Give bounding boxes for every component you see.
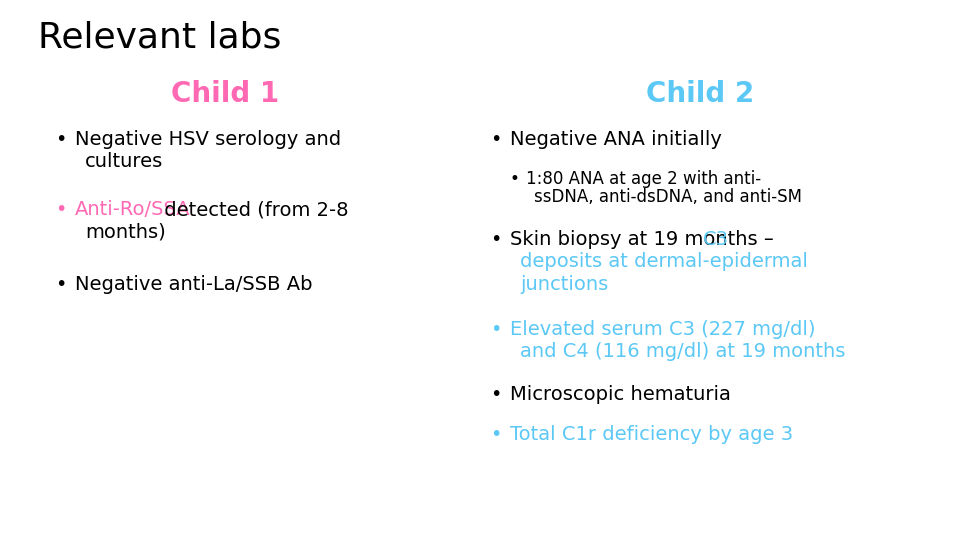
Text: Microscopic hematuria: Microscopic hematuria [510, 385, 731, 404]
Text: Negative anti-La/SSB Ab: Negative anti-La/SSB Ab [75, 275, 313, 294]
Text: months): months) [85, 222, 166, 241]
Text: •: • [490, 385, 501, 404]
Text: Negative ANA initially: Negative ANA initially [510, 130, 722, 149]
Text: deposits at dermal-epidermal: deposits at dermal-epidermal [520, 252, 808, 272]
Text: junctions: junctions [520, 275, 609, 294]
Text: •: • [490, 425, 501, 444]
Text: Relevant labs: Relevant labs [38, 20, 281, 54]
Text: Anti-Ro/SSA: Anti-Ro/SSA [75, 200, 191, 219]
Text: Negative HSV serology and: Negative HSV serology and [75, 130, 341, 149]
Text: ssDNA, anti-dsDNA, and anti-SM: ssDNA, anti-dsDNA, and anti-SM [534, 188, 802, 206]
Text: Child 1: Child 1 [171, 80, 279, 108]
Text: and C4 (116 mg/dl) at 19 months: and C4 (116 mg/dl) at 19 months [520, 342, 846, 361]
Text: •: • [55, 130, 66, 149]
Text: Total C1r deficiency by age 3: Total C1r deficiency by age 3 [510, 425, 793, 444]
Text: C3: C3 [703, 230, 729, 249]
Text: •: • [510, 170, 520, 188]
Text: detected (from 2-8: detected (from 2-8 [158, 200, 348, 219]
Text: Elevated serum C3 (227 mg/dl): Elevated serum C3 (227 mg/dl) [510, 320, 815, 339]
Text: •: • [490, 130, 501, 149]
Text: •: • [55, 275, 66, 294]
Text: •: • [490, 320, 501, 339]
Text: •: • [55, 200, 66, 219]
Text: cultures: cultures [85, 152, 163, 171]
Text: 1:80 ANA at age 2 with anti-: 1:80 ANA at age 2 with anti- [526, 170, 761, 188]
Text: Child 2: Child 2 [646, 80, 755, 108]
Text: Skin biopsy at 19 months –: Skin biopsy at 19 months – [510, 230, 780, 249]
Text: •: • [490, 230, 501, 249]
